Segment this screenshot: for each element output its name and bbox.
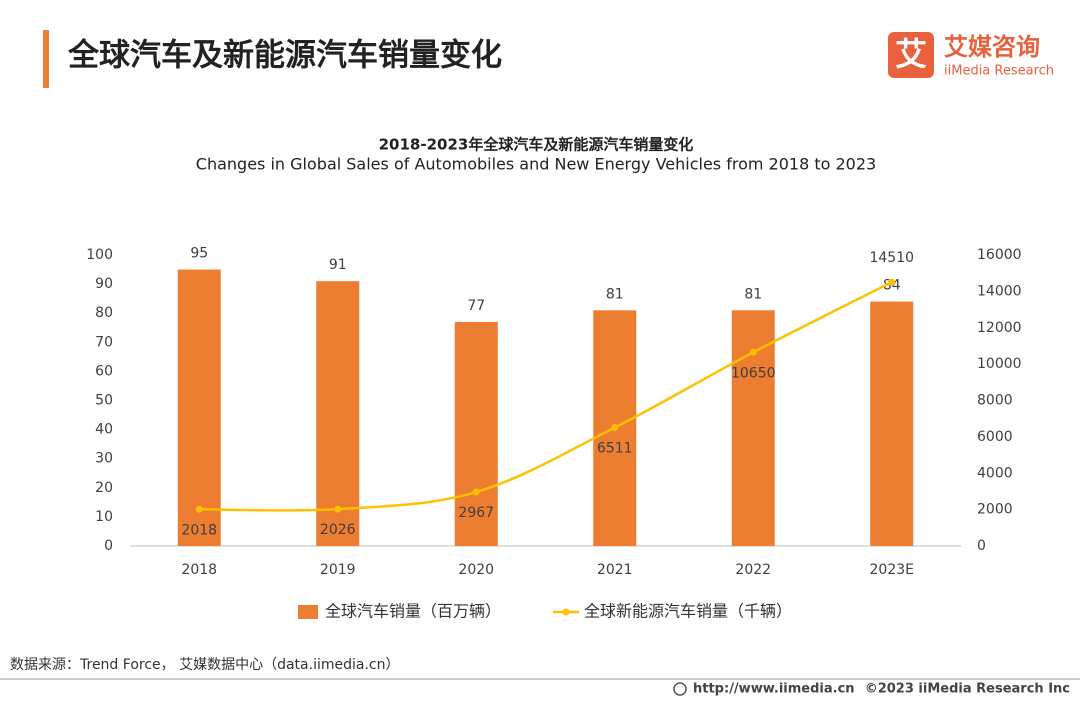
legend-swatch <box>298 605 318 619</box>
globe-icon <box>673 682 687 696</box>
x-tick-label: 2019 <box>320 562 356 578</box>
y2-tick-label: 4000 <box>977 465 1013 481</box>
y2-tick-label: 6000 <box>977 429 1013 445</box>
y-tick-label: 20 <box>95 480 113 496</box>
line-label: 6511 <box>597 441 633 457</box>
y2-tick-label: 16000 <box>977 247 1022 263</box>
x-tick-label: 2021 <box>597 562 633 578</box>
x-tick-label: 2023E <box>870 562 914 578</box>
line-label: 10650 <box>731 365 776 381</box>
legend-label: 全球汽车销量（百万辆） <box>325 602 501 621</box>
bar-label: 77 <box>467 298 485 314</box>
line-label: 2967 <box>458 505 494 521</box>
logo-mark: 艾 <box>895 35 927 73</box>
line-point <box>749 348 757 356</box>
y2-tick-label: 14000 <box>977 283 1022 299</box>
legend-label: 全球新能源汽车销量（千辆） <box>584 602 792 621</box>
logo-name: 艾媒咨询 <box>944 33 1040 61</box>
x-tick-label: 2020 <box>458 562 494 578</box>
chart-subtitle: Changes in Global Sales of Automobiles a… <box>196 155 876 174</box>
x-tick-label: 2022 <box>735 562 771 578</box>
bar-label: 81 <box>606 286 624 302</box>
line-label: 2026 <box>320 522 356 538</box>
legend-dot <box>562 608 570 616</box>
logo-sub: iiMedia Research <box>944 64 1054 79</box>
footer-url: http://www.iimedia.cn <box>693 682 855 697</box>
y-tick-label: 100 <box>86 247 113 263</box>
source: 数据来源：Trend Force， 艾媒数据中心（data.iimedia.cn… <box>10 657 399 673</box>
bar-label: 81 <box>744 286 762 302</box>
logo-box <box>888 32 934 78</box>
y-tick-label: 60 <box>95 363 113 379</box>
line <box>199 280 893 512</box>
bar <box>316 281 360 546</box>
y2-tick-label: 10000 <box>977 356 1022 372</box>
y-tick-label: 90 <box>95 276 113 292</box>
y-tick-label: 0 <box>104 538 113 554</box>
page-title: 全球汽车及新能源汽车销量变化 <box>67 38 502 74</box>
line-label: 2018 <box>181 522 217 538</box>
bar <box>177 269 221 546</box>
line-point <box>888 278 896 286</box>
y2-tick-label: 0 <box>977 538 986 554</box>
x-tick-label: 2018 <box>181 562 217 578</box>
footer-copyright: ©2023 iiMedia Research Inc <box>865 682 1070 697</box>
chart-title: 2018-2023年全球汽车及新能源汽车销量变化 <box>379 136 694 154</box>
y-tick-label: 40 <box>95 422 113 438</box>
y-tick-label: 80 <box>95 305 113 321</box>
y-tick-label: 10 <box>95 509 113 525</box>
bar <box>870 301 914 546</box>
y2-tick-label: 12000 <box>977 320 1022 336</box>
y-tick-label: 30 <box>95 451 113 467</box>
y-tick-label: 50 <box>95 393 113 409</box>
y2-tick-label: 8000 <box>977 393 1013 409</box>
line-point <box>334 505 342 513</box>
y-tick-label: 70 <box>95 334 113 350</box>
line-point <box>472 488 480 496</box>
line-label: 14510 <box>869 250 914 266</box>
bar-label: 95 <box>190 246 208 262</box>
line-point <box>611 424 619 432</box>
bar-label: 91 <box>329 257 347 273</box>
line-point <box>195 505 203 513</box>
title-accent <box>43 30 49 88</box>
bar <box>454 321 498 546</box>
y2-tick-label: 2000 <box>977 502 1013 518</box>
